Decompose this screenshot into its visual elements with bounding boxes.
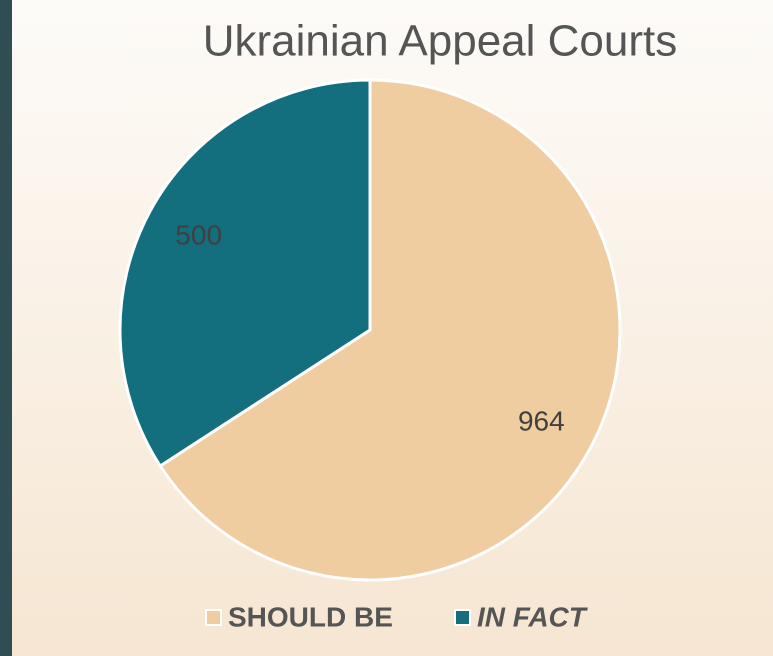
pie-slice bbox=[158, 78, 622, 582]
legend-swatch bbox=[454, 609, 471, 626]
data-label: 964 bbox=[518, 406, 565, 437]
data-label: 500 bbox=[175, 219, 222, 250]
legend-label: IN FACT bbox=[477, 601, 589, 632]
legend-label: SHOULD BE bbox=[228, 601, 393, 632]
pie-slice bbox=[118, 78, 372, 469]
chart-title: Ukrainian Appeal Courts bbox=[203, 17, 677, 66]
legend-swatch bbox=[205, 609, 222, 626]
